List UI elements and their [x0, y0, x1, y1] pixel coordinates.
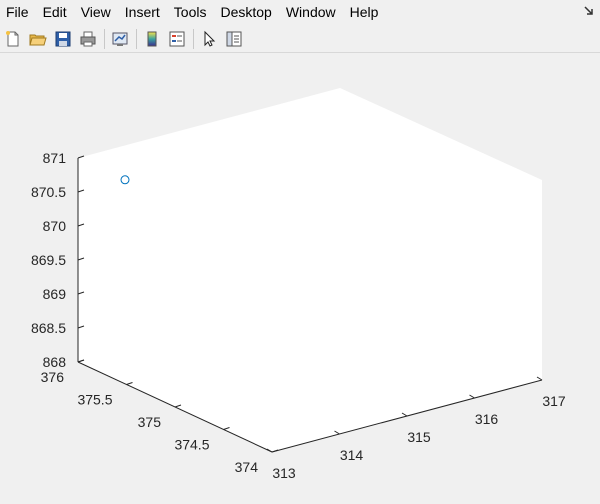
dock-figure-icon[interactable] — [582, 4, 596, 18]
print-icon[interactable] — [77, 28, 99, 50]
tick-labels-layer: 868 868.5 869 869.5 870 870.5 871 374 374.5 375 37… — [31, 150, 566, 481]
x-tick-label: 313 — [272, 465, 296, 481]
x-tick — [334, 430, 340, 435]
x-tick-label: 314 — [340, 447, 364, 463]
property-inspector-icon[interactable] — [223, 28, 245, 50]
data-points-layer — [120, 175, 130, 185]
x-tick — [266, 448, 273, 453]
y-tick — [126, 382, 133, 385]
x-tick-label: 316 — [475, 411, 499, 427]
toolbar-separator — [104, 28, 105, 49]
menu-insert[interactable]: Insert — [124, 4, 160, 20]
y-tick — [223, 427, 230, 430]
menu-tools[interactable]: Tools — [173, 4, 207, 20]
insert-colorbar-icon[interactable] — [141, 28, 163, 50]
y-tick — [174, 404, 182, 408]
open-file-icon[interactable] — [27, 28, 49, 50]
y-tick-label: 374.5 — [174, 437, 209, 453]
z-tick — [77, 325, 85, 329]
x-tick — [401, 412, 408, 417]
menu-edit[interactable]: Edit — [42, 4, 67, 20]
save-icon[interactable] — [52, 28, 74, 50]
z-tick-label: 871 — [43, 150, 67, 166]
z-tick — [77, 223, 85, 227]
y-tick-label: 375.5 — [77, 392, 112, 408]
y-tick-label: 375 — [138, 414, 162, 430]
link-plot-icon[interactable] — [109, 28, 131, 50]
z-tick — [77, 155, 85, 159]
ticks-layer — [77, 155, 543, 453]
z-tick-label: 870 — [43, 218, 67, 234]
z-tick-label: 869 — [43, 286, 67, 302]
figure-toolbar — [0, 25, 600, 53]
toolbar-separator — [136, 28, 137, 49]
menu-bar: File Edit View Insert Tools Desktop Wind… — [0, 0, 600, 24]
y-tick-label: 376 — [41, 369, 65, 385]
axes-3d[interactable]: 868 868.5 869 869.5 870 870.5 871 374 374.5 375 37… — [0, 54, 600, 504]
menu-view[interactable]: View — [80, 4, 111, 20]
menu-file[interactable]: File — [6, 4, 29, 20]
toolbar-separator — [193, 28, 194, 49]
z-tick-label: 868.5 — [31, 320, 66, 336]
x-tick-label: 317 — [542, 393, 566, 409]
axes-background — [78, 88, 542, 452]
z-tick-label: 869.5 — [31, 252, 66, 268]
data-point-marker[interactable] — [120, 175, 130, 185]
y-tick-label: 374 — [235, 459, 259, 475]
menu-help[interactable]: Help — [349, 4, 379, 20]
x-tick — [469, 394, 475, 399]
x-tick-label: 315 — [407, 429, 431, 445]
y-tick — [271, 449, 279, 453]
z-tick — [77, 189, 85, 193]
new-figure-icon[interactable] — [2, 28, 24, 50]
z-tick — [77, 291, 85, 295]
z-tick — [77, 257, 85, 261]
insert-legend-icon[interactable] — [166, 28, 188, 50]
z-tick-label: 868 — [43, 354, 67, 370]
menu-window[interactable]: Window — [285, 4, 336, 20]
edit-plot-pointer-icon[interactable] — [198, 28, 220, 50]
x-tick — [536, 376, 543, 381]
z-tick-label: 870.5 — [31, 184, 66, 200]
y-tick — [77, 359, 85, 363]
menu-desktop[interactable]: Desktop — [220, 4, 272, 20]
